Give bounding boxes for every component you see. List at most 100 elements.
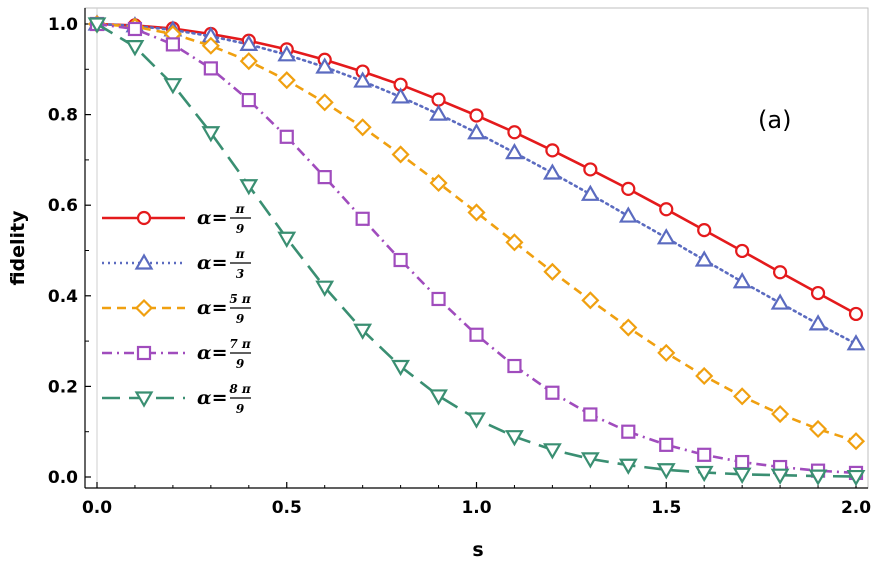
data-point (542, 443, 562, 460)
data-point (735, 454, 750, 470)
legend-label-numerator: π (235, 247, 245, 261)
data-point (203, 61, 218, 76)
legend-item-5: α= 8 π 9 (102, 382, 251, 416)
data-point (621, 181, 636, 196)
x-tick-label: 0.0 (82, 498, 112, 518)
y-tick-label: 1.0 (48, 15, 78, 35)
data-point (542, 163, 562, 180)
data-point (469, 327, 484, 342)
data-point (808, 314, 828, 331)
legend-label-prefix: α= (197, 387, 228, 409)
data-point (619, 318, 638, 337)
series-layer (87, 14, 866, 487)
data-point (656, 463, 676, 480)
data-point (431, 291, 446, 307)
legend-item-3: α= 5 π 9 (102, 292, 251, 326)
data-point (543, 262, 562, 281)
data-point (165, 37, 180, 52)
data-point (618, 458, 638, 475)
data-point (393, 252, 408, 268)
data-point (469, 108, 484, 123)
legend-marker (134, 298, 154, 318)
legend-label-prefix: α= (197, 342, 228, 364)
data-point (618, 206, 638, 223)
series-line (96, 22, 857, 443)
legend-marker (136, 345, 152, 361)
legend-label-numerator: 8 π (229, 382, 251, 396)
x-ticks: 0.0 0.5 1.0 1.5 2.0 (82, 482, 871, 518)
data-point (317, 170, 332, 185)
data-point (808, 419, 828, 439)
data-point (467, 203, 486, 222)
data-point (846, 469, 866, 487)
x-tick-label: 0.5 (272, 498, 302, 518)
data-point (353, 323, 373, 340)
x-tick-label: 1.5 (651, 498, 681, 518)
data-point (733, 387, 752, 406)
data-point (429, 104, 448, 121)
data-point (735, 243, 750, 259)
data-point (846, 334, 866, 351)
data-point (277, 71, 296, 90)
data-point (163, 78, 183, 95)
data-point (505, 430, 524, 447)
legend-label-denominator: 3 (236, 267, 244, 281)
data-point (279, 129, 294, 144)
data-point (505, 142, 524, 160)
legend-label-denominator: 9 (236, 402, 245, 416)
data-point (239, 52, 258, 71)
y-ticks: 0.0 0.2 0.4 0.6 0.8 1.0 (48, 15, 91, 488)
legend-item-2: α= π 3 (102, 247, 251, 281)
data-point (315, 280, 335, 297)
data-point (467, 412, 486, 429)
data-point (732, 467, 752, 484)
data-point (505, 233, 524, 252)
data-point (621, 424, 636, 439)
data-point (353, 118, 372, 137)
data-point (431, 92, 446, 107)
data-point (657, 343, 676, 362)
data-point (583, 407, 598, 422)
legend-marker (134, 253, 154, 270)
legend-label-numerator: 5 π (229, 292, 251, 306)
data-point (241, 93, 256, 108)
legend-item-4: α= 7 π 9 (102, 337, 251, 371)
data-point (580, 184, 600, 201)
data-point (545, 385, 560, 400)
data-point (846, 432, 866, 451)
legend-label-denominator: 9 (236, 312, 245, 326)
y-tick-label: 0.2 (48, 377, 78, 397)
x-tick-label: 2.0 (841, 498, 871, 518)
x-axis-label: s (472, 539, 483, 561)
data-point (656, 228, 676, 245)
series-5 (87, 17, 866, 487)
data-point (694, 465, 714, 483)
data-point (810, 285, 826, 301)
data-point (580, 452, 600, 469)
data-point (697, 447, 712, 462)
legend-label-prefix: α= (197, 252, 228, 274)
legend-marker (134, 391, 154, 408)
data-point (694, 250, 714, 267)
data-point (391, 87, 411, 104)
legend-marker (136, 210, 152, 226)
legend-label-denominator: 9 (236, 357, 245, 371)
data-point (201, 36, 220, 55)
data-point (467, 123, 486, 140)
y-axis-label: fidelity (7, 210, 29, 286)
data-point (315, 93, 334, 112)
data-point (581, 291, 600, 310)
series-3 (87, 14, 866, 451)
legend: α= π9α= π3α= 5 π9α= 7 π9α= 8 π9 (102, 202, 251, 416)
legend-label-numerator: 7 π (229, 337, 251, 351)
data-point (429, 389, 448, 406)
data-point (507, 358, 522, 374)
y-tick-label: 0.4 (48, 287, 78, 307)
data-point (125, 40, 145, 57)
legend-label-denominator: 9 (236, 222, 245, 236)
data-point (507, 125, 522, 140)
y-tick-label: 0.6 (48, 196, 78, 216)
legend-label-prefix: α= (197, 297, 228, 319)
data-point (355, 211, 370, 226)
data-point (697, 223, 712, 238)
